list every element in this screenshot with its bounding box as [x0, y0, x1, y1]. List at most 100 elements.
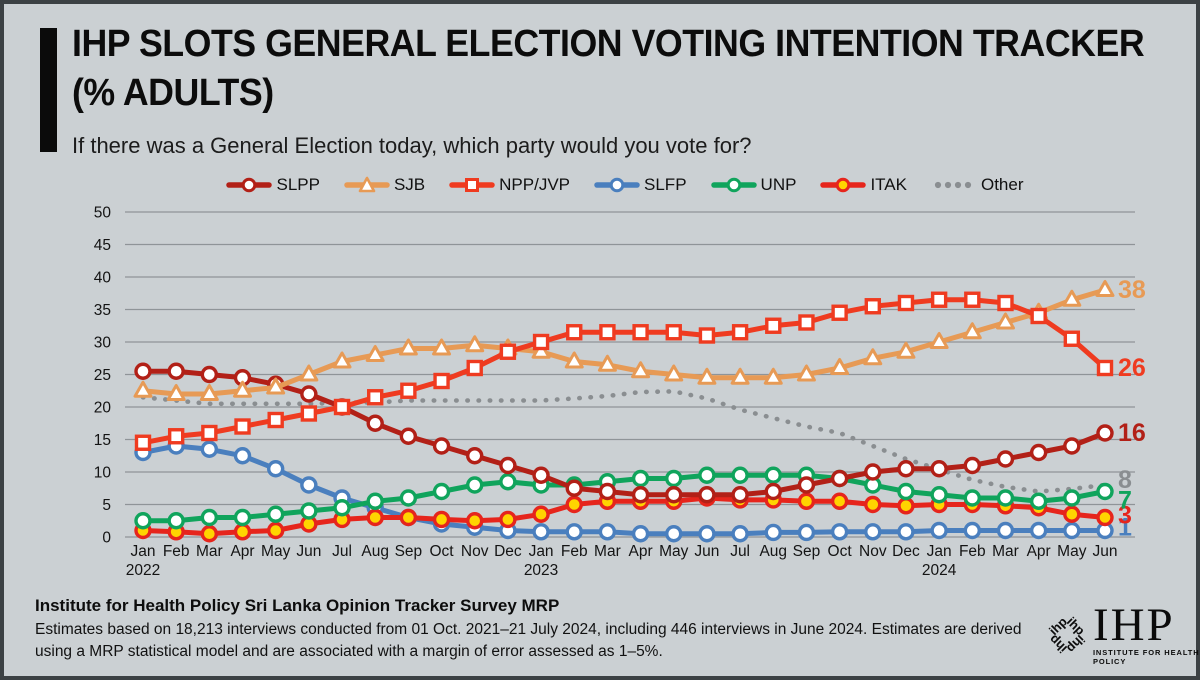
data-point-marker [930, 486, 948, 504]
data-point-marker [134, 362, 152, 380]
source-note: Estimates based on 18,213 interviews con… [35, 621, 1022, 660]
data-point-marker [731, 486, 749, 504]
data-point-marker [300, 385, 318, 403]
data-point-marker [830, 523, 849, 541]
series-line [140, 389, 1108, 494]
x-tick-label: Apr [629, 543, 653, 560]
x-year-label: 2024 [922, 562, 957, 579]
data-point-marker [134, 434, 152, 451]
data-point-marker [499, 343, 517, 360]
data-point-marker [499, 456, 517, 475]
subtitle-question: If there was a General Election today, w… [72, 133, 752, 158]
chart-legend: SLPP SJB NPP/JVP SLFP UNP ITAK Other [120, 172, 1130, 198]
data-point-marker [1029, 492, 1048, 510]
data-point-marker [1063, 330, 1081, 347]
x-tick-label: Dec [494, 543, 522, 560]
data-point-marker [199, 384, 219, 401]
legend-item-slpp: SLPP [226, 175, 320, 195]
data-point-marker [830, 358, 850, 375]
y-tick-label: 5 [102, 497, 111, 514]
data-point-marker [631, 361, 651, 379]
data-point-marker [532, 523, 550, 541]
data-point-marker [564, 351, 584, 369]
series-end-label: 16 [1118, 419, 1146, 447]
data-point-marker [897, 497, 915, 515]
x-tick-label: Apr [230, 543, 254, 560]
data-point-marker [200, 365, 219, 384]
x-tick-label: Dec [892, 543, 920, 560]
data-point-marker [631, 469, 650, 488]
data-point-marker [266, 521, 285, 540]
data-point-marker [797, 523, 816, 542]
data-point-marker [665, 469, 683, 488]
data-point-marker [830, 469, 849, 488]
x-tick-label: Feb [561, 543, 588, 560]
ihp-logo-subtext: INSTITUTE FOR HEALTH POLICY [1092, 648, 1200, 666]
data-point-marker [399, 427, 418, 445]
data-point-marker [797, 492, 816, 510]
y-tick-label: 30 [94, 335, 112, 352]
data-point-marker [565, 495, 583, 514]
series-end-label: 8 [1118, 466, 1132, 494]
data-point-marker [367, 389, 384, 406]
legend-item-slfp: SLFP [594, 175, 687, 195]
svg-text:ihp: ihp [1046, 614, 1070, 638]
data-point-marker [432, 510, 451, 529]
data-point-marker [531, 341, 551, 359]
page-title-line1: IHP SLOTS GENERAL ELECTION VOTING INTENT… [72, 23, 1145, 65]
data-point-marker [896, 341, 916, 359]
data-point-marker [432, 437, 451, 455]
data-point-marker [764, 466, 782, 484]
data-point-marker [366, 508, 384, 527]
y-tick-label: 35 [94, 302, 111, 319]
data-point-marker [1063, 489, 1081, 507]
x-tick-label: Jan [927, 543, 952, 560]
data-point-marker [631, 525, 650, 543]
ihp-logo-text: IHP [1092, 599, 1175, 651]
y-tick-label: 45 [94, 237, 111, 254]
data-point-marker [565, 523, 583, 541]
data-point-marker [233, 380, 253, 398]
series-end-label: 7 [1118, 487, 1132, 515]
data-point-marker [1095, 280, 1115, 297]
data-point-marker [366, 414, 384, 432]
data-point-marker [167, 512, 185, 530]
data-point-marker [996, 450, 1015, 468]
legend-label: Other [980, 175, 1024, 194]
x-tick-label: Oct [828, 543, 853, 560]
data-point-marker [134, 512, 152, 530]
data-point-marker [1029, 443, 1048, 462]
data-point-marker [200, 525, 219, 543]
legend-swatch-icon [934, 181, 972, 189]
x-tick-label: Aug [361, 543, 389, 560]
x-tick-label: Feb [959, 543, 986, 560]
data-point-marker [631, 486, 650, 504]
data-point-marker [764, 482, 782, 501]
legend-label: NPP/JVP [499, 175, 571, 194]
data-point-marker [730, 367, 750, 385]
data-point-marker [797, 476, 816, 494]
data-point-marker [167, 428, 185, 445]
x-year-label: 2022 [126, 562, 160, 579]
data-point-marker [200, 508, 219, 527]
page-title-line2: (% ADULTS) [72, 72, 274, 114]
data-point-marker [897, 294, 915, 312]
legend-label: SJB [393, 175, 426, 194]
data-point-marker [133, 380, 153, 398]
data-point-marker [897, 482, 915, 501]
legend-label: ITAK [870, 175, 907, 194]
series-slpp: 16 [134, 362, 1146, 504]
line-chart: 0 5 10 15 20 25 30 35 40 45 50 Jan Feb Mar Apr May Jun Ju… [94, 205, 1146, 580]
legend-swatch-icon [226, 177, 273, 193]
y-tick-label: 0 [102, 530, 111, 547]
x-tick-label: Feb [163, 543, 190, 560]
x-tick-label: Jan [529, 543, 554, 560]
data-point-marker [200, 440, 219, 458]
data-point-marker [267, 411, 284, 429]
data-point-marker [234, 418, 251, 435]
y-tick-label: 40 [94, 270, 112, 287]
data-point-marker [565, 479, 583, 497]
x-tick-label: May [261, 543, 291, 560]
data-point-marker [963, 456, 982, 475]
x-tick-label: Oct [429, 543, 454, 560]
